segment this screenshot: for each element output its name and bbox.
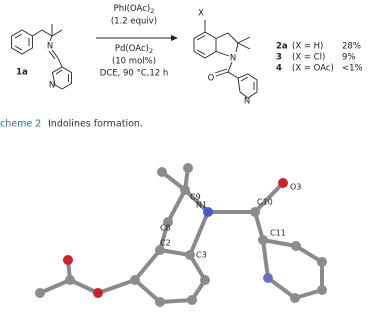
product-structure: X N O N: [193, 9, 258, 107]
substituent-condition: (X = OAc): [292, 64, 334, 74]
substituent-condition: (X = H): [292, 42, 323, 52]
caption-text: Indolines formation.: [48, 119, 143, 130]
caption-label: cheme 2: [0, 119, 41, 130]
catalyst-text: Pd(OAc): [115, 44, 149, 54]
atom-label: O: [208, 74, 215, 84]
atom-label: C3: [196, 251, 207, 260]
product-list: 2a (X = H) 28% 3 (X = Cl) 9% 4 (X = OAc)…: [276, 42, 363, 74]
substituent-condition: (X = Cl): [292, 53, 325, 63]
compound: 2a: [276, 42, 288, 52]
yield: 9%: [342, 53, 356, 63]
compound: 3: [276, 53, 282, 63]
atom-label: O3: [290, 183, 301, 192]
atom-label: N: [230, 54, 236, 64]
compound-label: 1a: [16, 68, 28, 78]
subscript: 2: [149, 47, 153, 55]
arrow-head: [171, 35, 178, 41]
atom-label: N: [49, 81, 55, 91]
reagent: PhI(OAc)2: [114, 4, 155, 16]
conditions: DCE, 90 °C,12 h: [100, 69, 169, 79]
atom-label: C9: [190, 193, 201, 202]
reagent-text: PhI(OAc): [114, 4, 151, 14]
reagent-amount: (1.2 equiv): [111, 17, 157, 27]
crystal-structure: [35, 163, 327, 307]
catalyst: Pd(OAc)2: [115, 44, 153, 56]
compound: 4: [276, 64, 282, 74]
atom-label: C10: [257, 198, 273, 207]
atom-label: N: [244, 97, 250, 107]
atom-label: C8: [160, 224, 171, 233]
atom-label: N: [47, 42, 53, 52]
atom-label: C11: [270, 229, 286, 238]
atom-label: N1: [196, 201, 207, 210]
yield: <1%: [342, 64, 363, 74]
substituent: X: [198, 9, 204, 19]
reactant-structure: N N 1a: [11, 24, 72, 91]
subscript: 2: [150, 7, 154, 15]
yield: 28%: [342, 42, 361, 52]
atom-label: C2: [160, 239, 171, 248]
catalyst-amount: (10 mol%): [112, 57, 156, 67]
